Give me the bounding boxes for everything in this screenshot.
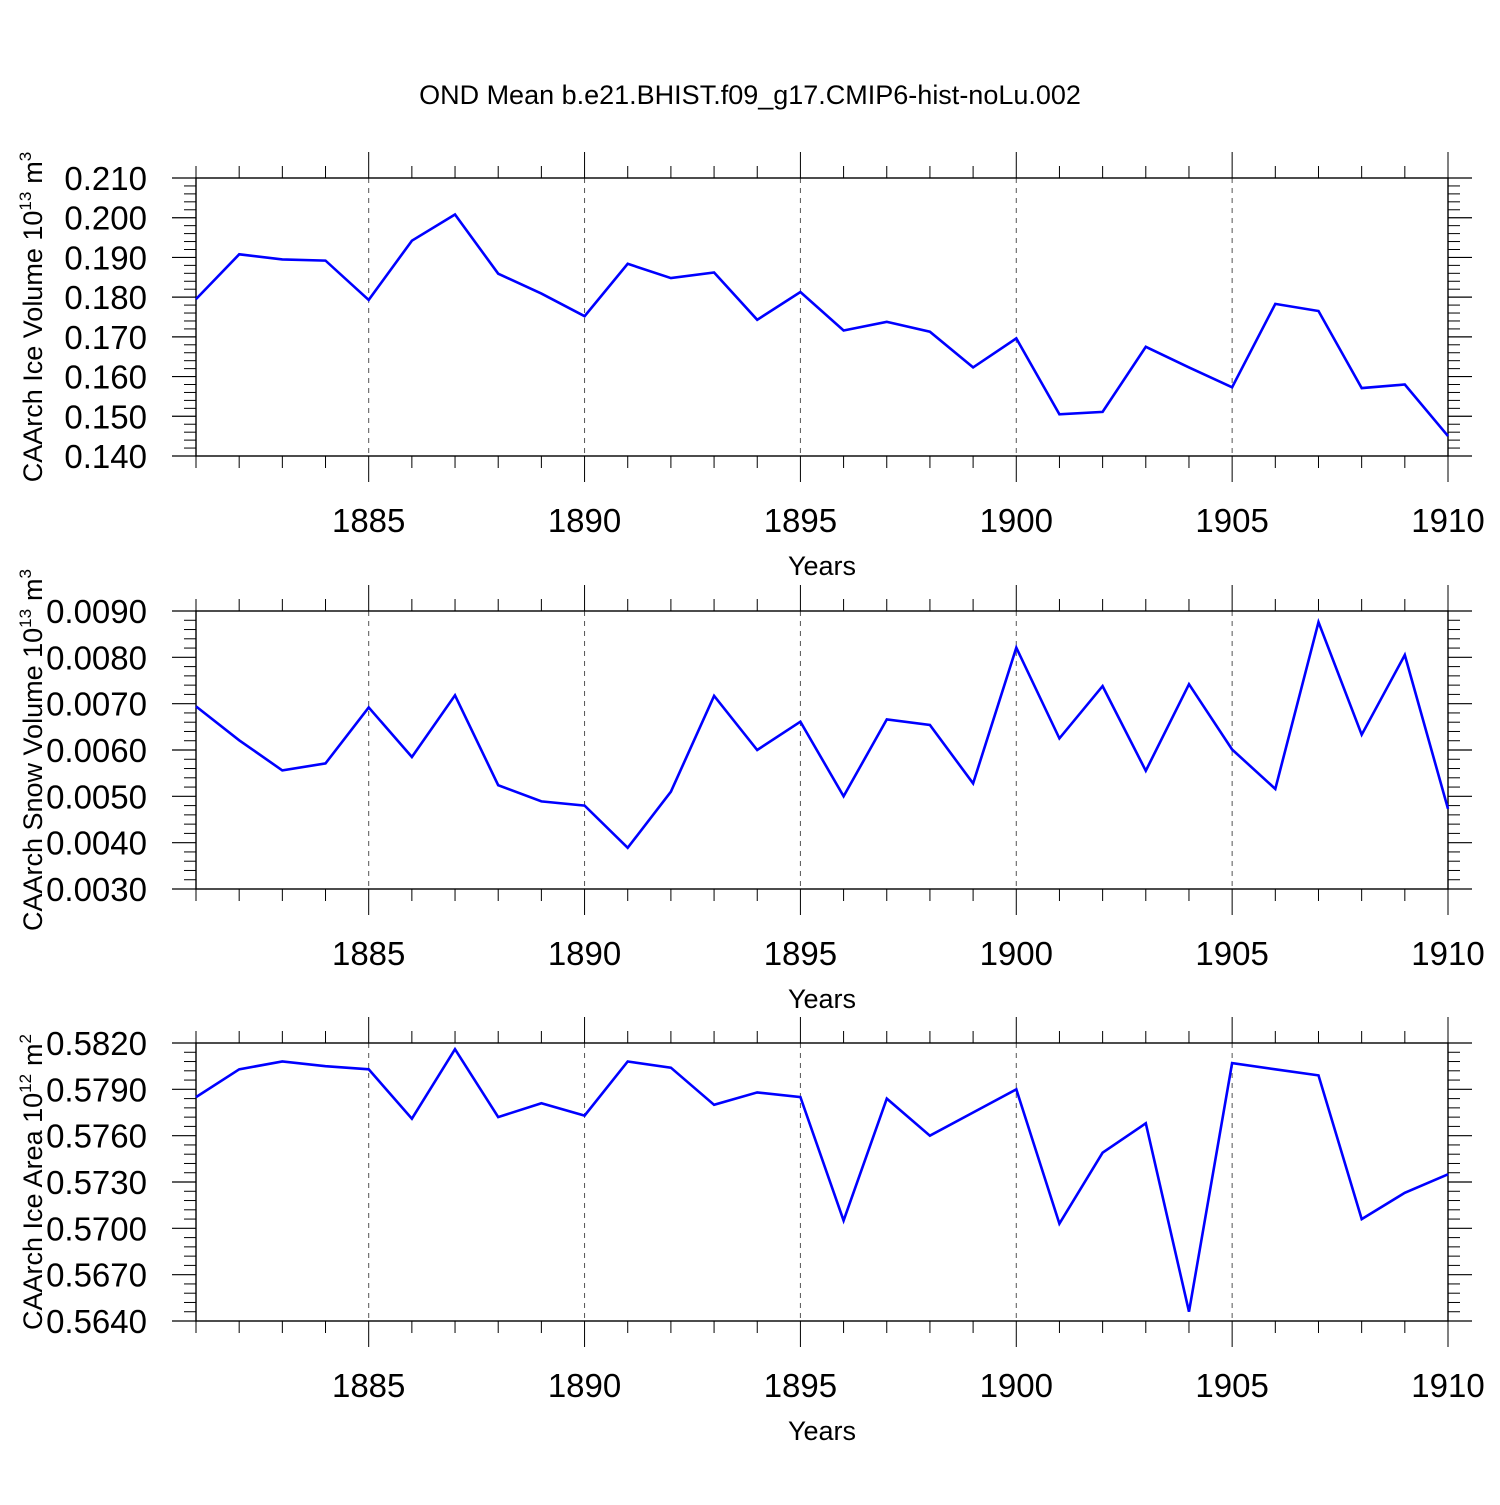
x-tick-label: 1895 (764, 502, 837, 539)
x-tick-label: 1910 (1411, 502, 1484, 539)
plot-frame (195, 1042, 1449, 1322)
y-axis-label: CAArch Ice Area 1012m2 (16, 1034, 48, 1330)
y-tick-label: 0.0060 (46, 732, 147, 769)
y-tick-label: 0.0030 (46, 871, 147, 908)
series-line (195, 212, 1449, 437)
panel-3: 0.5820 0.5790 0.5760 0.5730 0.5700 0.5670 0.56… (16, 1017, 1485, 1446)
y-tick-label: 0.160 (64, 359, 147, 396)
figure-title: OND Mean b.e21.BHIST.f09_g17.CMIP6-hist-… (419, 80, 1081, 110)
y-tick-label: 0.0050 (46, 778, 147, 815)
y-tick-label: 0.5700 (46, 1210, 147, 1247)
series-line (195, 1046, 1449, 1312)
y-tick-label: 0.200 (64, 200, 147, 237)
y-tick-label: 0.5640 (46, 1303, 147, 1340)
plot-frame (195, 610, 1449, 890)
y-tick-label: 0.5760 (46, 1118, 147, 1155)
y-axis-label: CAArch Ice Volume 1013m3 (16, 152, 48, 483)
x-tick-label: 1905 (1195, 502, 1268, 539)
y-tick-label: 0.5670 (46, 1257, 147, 1294)
series-line (195, 617, 1450, 850)
x-tick-label: 1900 (980, 935, 1053, 972)
x-tick-label: 1885 (332, 1367, 405, 1404)
x-axis-label: Years (788, 1416, 856, 1446)
panels: 0.2100.2000.1900.1800.1700.1600.1500.140… (16, 152, 1485, 1446)
y-tick-label: 0.5730 (46, 1164, 147, 1201)
x-tick-label: 1885 (332, 935, 405, 972)
x-tick-label: 1900 (980, 502, 1053, 539)
x-tick-label: 1910 (1411, 1367, 1484, 1404)
x-tick-label: 1905 (1195, 1367, 1268, 1404)
y-tick-label: 0.190 (64, 239, 147, 276)
x-tick-label: 1910 (1411, 935, 1484, 972)
y-tick-label: 0.0090 (46, 593, 147, 630)
panel-1: 0.2100.2000.1900.1800.1700.1600.1500.140… (16, 152, 1485, 581)
panel-2: 0.0090 0.0080 0.0070 0.0060 0.0050 0.0040 0.00… (16, 569, 1485, 1014)
y-axis-label: CAArch Snow Volume 1013m3 (16, 569, 48, 931)
x-tick-label: 1890 (548, 1367, 621, 1404)
y-tick-label: 0.210 (64, 160, 147, 197)
x-tick-label: 1890 (548, 935, 621, 972)
x-tick-label: 1905 (1195, 935, 1268, 972)
y-tick-label: 0.150 (64, 398, 147, 435)
y-tick-label: 0.0070 (46, 686, 147, 723)
y-tick-label: 0.0040 (46, 825, 147, 862)
y-tick-label: 0.0080 (46, 639, 147, 676)
x-tick-label: 1895 (764, 935, 837, 972)
x-axis-label: Years (788, 551, 856, 581)
y-tick-label: 0.5820 (46, 1025, 147, 1062)
x-tick-label: 1885 (332, 502, 405, 539)
y-tick-label: 0.170 (64, 319, 147, 356)
y-tick-label: 0.180 (64, 279, 147, 316)
plot-frame (195, 177, 1449, 457)
x-tick-label: 1895 (764, 1367, 837, 1404)
x-axis-label: Years (788, 984, 856, 1014)
y-tick-label: 0.140 (64, 438, 147, 475)
y-tick-label: 0.5790 (46, 1071, 147, 1108)
x-tick-label: 1900 (980, 1367, 1053, 1404)
x-tick-label: 1890 (548, 502, 621, 539)
